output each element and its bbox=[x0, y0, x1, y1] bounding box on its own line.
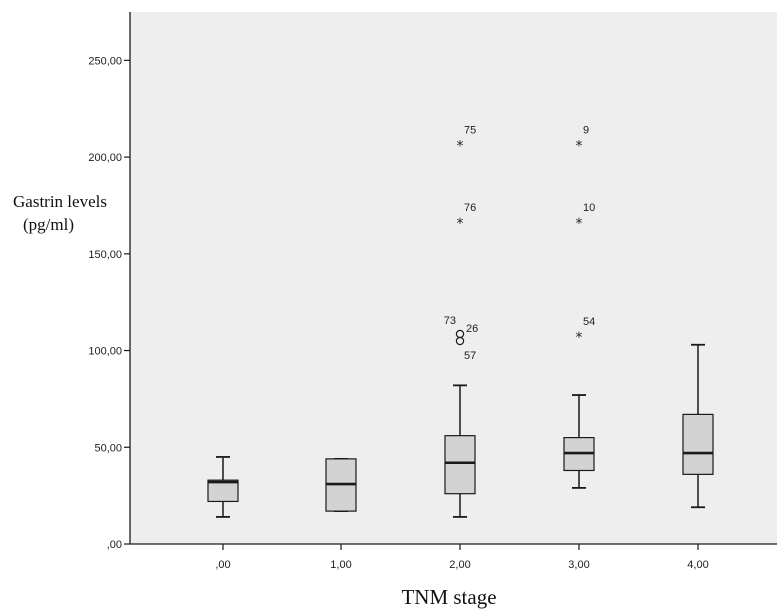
boxes bbox=[207, 343, 714, 518]
y-tick-label: 200,00 bbox=[88, 152, 122, 164]
outlier-label: 73 bbox=[444, 315, 456, 327]
axes: ,00 50,00 100,00 150,00 200,00 250,00 ,00 1,00 2… bbox=[88, 12, 777, 571]
x-axis-title: TNM stage bbox=[401, 585, 496, 609]
x-tick-label: 3,00 bbox=[568, 559, 589, 571]
y-tick-label: ,00 bbox=[107, 539, 122, 551]
box-0 bbox=[207, 456, 239, 518]
outlier-circle bbox=[455, 336, 465, 346]
box-1 bbox=[325, 457, 357, 513]
outlier-label: 10 bbox=[583, 202, 595, 214]
extreme-outlier-star: * bbox=[576, 216, 583, 232]
x-tick-label: 4,00 bbox=[687, 559, 708, 571]
box-4 bbox=[682, 343, 714, 509]
extreme-outlier-star: * bbox=[576, 330, 583, 346]
y-tick-label: 100,00 bbox=[88, 346, 122, 358]
y-tick-label: 150,00 bbox=[88, 249, 122, 261]
y-axis-title-line2: (pg/ml) bbox=[23, 215, 74, 234]
outlier-label: 57 bbox=[464, 350, 476, 362]
x-tick-label: 1,00 bbox=[330, 559, 351, 571]
outlier-label: 9 bbox=[583, 125, 589, 137]
outlier-label: 75 bbox=[464, 125, 476, 137]
outlier-label: 76 bbox=[464, 202, 476, 214]
outlier-label: 54 bbox=[583, 316, 595, 328]
box-3 bbox=[563, 394, 595, 489]
y-tick-label: 50,00 bbox=[94, 442, 122, 454]
box-iqr bbox=[444, 435, 476, 495]
box-2 bbox=[444, 384, 476, 518]
box-iqr bbox=[207, 479, 239, 503]
x-tick-label: ,00 bbox=[215, 559, 230, 571]
extreme-outlier-star: * bbox=[457, 216, 464, 232]
extreme-outlier-star: * bbox=[576, 139, 583, 155]
box-iqr bbox=[682, 413, 714, 475]
extreme-outlier-star: * bbox=[457, 139, 464, 155]
y-tick-label: 250,00 bbox=[88, 55, 122, 67]
x-tick-label: 2,00 bbox=[449, 559, 470, 571]
outlier-label: 26 bbox=[466, 323, 478, 335]
y-axis-title-line1: Gastrin levels bbox=[13, 192, 107, 211]
